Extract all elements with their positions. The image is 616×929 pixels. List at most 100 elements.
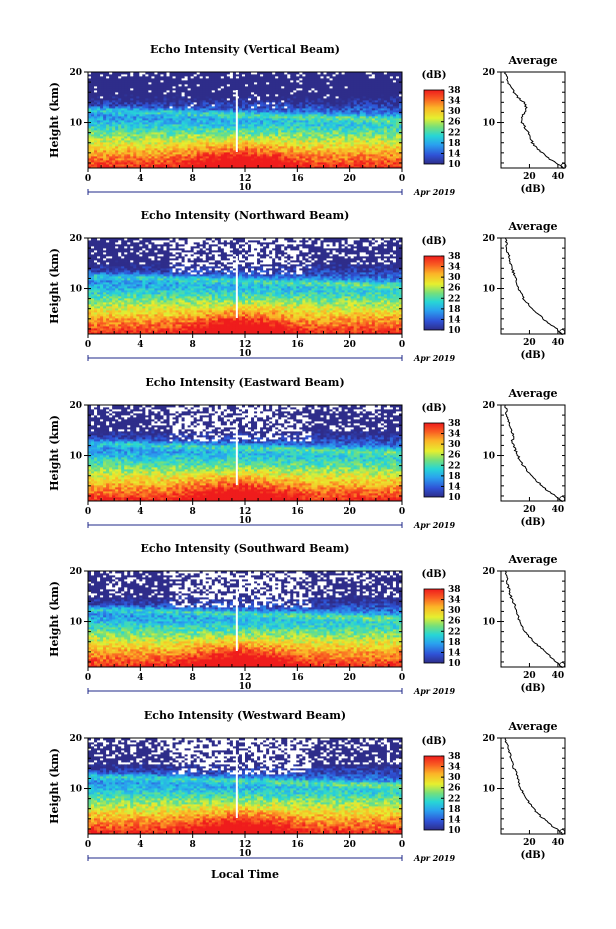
heat-cell (302, 82, 306, 85)
heat-cell (169, 164, 173, 167)
heat-cell (190, 110, 195, 113)
heat-cell (266, 164, 270, 167)
heat-cell (226, 72, 231, 75)
heat-cell (263, 132, 267, 135)
heat-cell (184, 136, 189, 139)
heat-cell (190, 124, 195, 127)
heat-cell (175, 140, 179, 143)
heat-cell (106, 148, 110, 151)
heat-cell (190, 148, 195, 151)
heat-cell (299, 150, 303, 153)
heat-cell (94, 72, 98, 75)
heat-cell (272, 100, 276, 103)
heat-cell (202, 128, 207, 131)
heat-cell (136, 122, 140, 125)
heat-cell (151, 144, 155, 147)
heat-cell (223, 80, 228, 83)
heat-cell (245, 166, 249, 169)
heat-cell (251, 84, 255, 87)
heat-cell (208, 132, 213, 135)
heat-cell (190, 136, 195, 139)
heat-cell (302, 130, 306, 133)
heat-cell (299, 84, 303, 87)
heat-cell (202, 164, 207, 167)
heat-cell (91, 140, 95, 143)
heat-cell (232, 94, 237, 97)
heat-cell (284, 144, 288, 147)
heat-cell (91, 142, 95, 145)
heat-cell (118, 134, 122, 137)
heat-cell (317, 146, 321, 149)
heat-cell (308, 142, 312, 145)
heat-cell (178, 156, 182, 159)
heat-cell (136, 92, 140, 95)
heat-cell (169, 118, 173, 121)
heat-cell (287, 142, 291, 145)
heat-cell (232, 116, 237, 119)
heat-cell (223, 148, 228, 151)
heat-cell (241, 110, 246, 113)
heat-cell (284, 132, 288, 135)
heat-cell (223, 116, 228, 119)
heat-cell (199, 88, 204, 91)
heat-cell (254, 120, 258, 123)
heat-cell (157, 76, 161, 79)
heat-cell (205, 130, 210, 133)
heat-cell (275, 104, 279, 107)
heat-cell (130, 134, 134, 137)
heat-cell (229, 106, 234, 109)
heat-cell (193, 82, 198, 85)
heat-cell (241, 148, 246, 151)
heat-cell (223, 110, 228, 113)
heat-cell (133, 102, 137, 105)
heat-cell (299, 104, 303, 107)
heat-cell (208, 142, 213, 145)
heat-cell (139, 122, 143, 125)
heat-cell (169, 146, 173, 149)
heat-cell (157, 80, 161, 83)
heat-cell (202, 118, 207, 121)
heat-cell (251, 120, 255, 123)
heat-cell (139, 90, 143, 93)
heat-cell (245, 76, 249, 79)
heat-cell (97, 156, 101, 159)
heat-cell (263, 130, 267, 133)
heat-cell (175, 166, 179, 169)
heat-cell (169, 82, 173, 85)
heat-cell (260, 142, 264, 145)
heat-cell (208, 120, 213, 123)
heat-cell (163, 154, 167, 157)
heat-cell (148, 76, 152, 79)
heat-cell (238, 152, 243, 155)
heat-cell (88, 146, 92, 149)
heat-cell (103, 82, 107, 85)
heat-cell (263, 84, 267, 87)
heat-cell (302, 100, 306, 103)
heat-cell (260, 74, 264, 77)
heat-cell (269, 134, 273, 137)
heat-cell (302, 94, 306, 97)
heat-cell (160, 160, 164, 163)
heat-cell (100, 122, 104, 125)
heat-cell (308, 84, 312, 87)
heat-cell (154, 98, 158, 101)
heat-cell (160, 78, 164, 81)
heat-cell (151, 124, 155, 127)
heat-cell (175, 104, 179, 107)
heat-cell (260, 126, 264, 129)
heat-cell (278, 86, 282, 89)
heat-cell (97, 166, 101, 169)
heat-cell (260, 130, 264, 133)
heat-cell (136, 96, 140, 99)
heat-cell (226, 118, 231, 121)
heat-cell (217, 80, 222, 83)
heat-cell (284, 108, 288, 111)
heat-cell (163, 108, 167, 111)
heat-cell (308, 98, 312, 101)
heat-cell (103, 84, 107, 87)
heat-cell (223, 98, 228, 101)
heat-cell (196, 88, 201, 91)
heat-cell (106, 88, 110, 91)
heat-cell (226, 142, 231, 145)
heat-cell (166, 140, 170, 143)
